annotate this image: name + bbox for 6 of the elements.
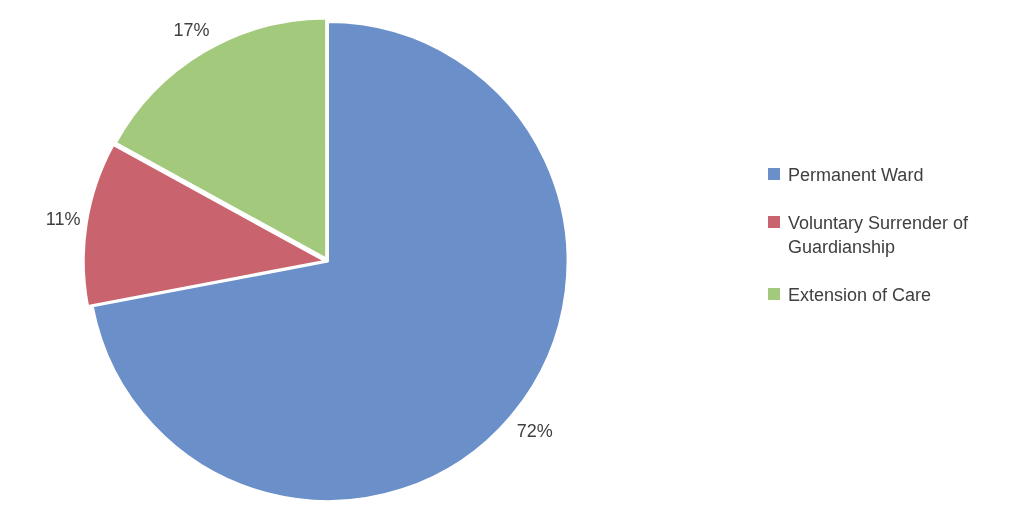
legend-label: Voluntary Surrender of Guardianship — [788, 212, 970, 259]
data-label: 72% — [516, 421, 553, 442]
data-label: 11% — [45, 208, 81, 229]
legend-label: Permanent Ward — [788, 164, 924, 187]
legend-label: Extension of Care — [788, 284, 932, 307]
data-label: 17% — [173, 19, 210, 40]
